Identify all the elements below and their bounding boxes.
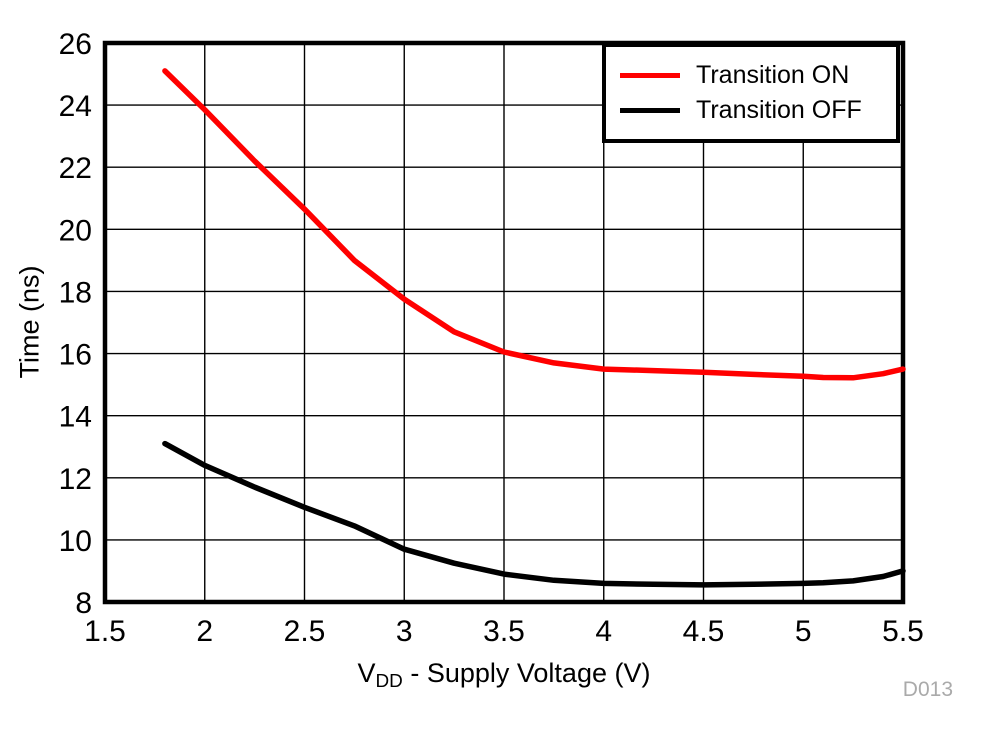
y-tick-label: 18 — [59, 276, 92, 309]
plot-border — [102, 40, 906, 605]
y-tick-label: 26 — [59, 28, 92, 61]
y-tick-label: 14 — [59, 401, 92, 434]
legend-line-sample-off — [620, 108, 680, 113]
x-tick-label: 4.5 — [683, 615, 725, 648]
x-axis-title: VDD - Supply Voltage (V) — [357, 658, 651, 692]
x-axis-title-rest: - Supply Voltage (V) — [402, 658, 651, 688]
x-tick-label: 1.5 — [84, 615, 126, 648]
x-tick-label: 3 — [396, 615, 413, 648]
curve-transition-on — [162, 68, 906, 381]
y-tick-label: 16 — [59, 339, 92, 372]
y-tick-label: 24 — [59, 90, 92, 123]
x-axis-title-subscript: DD — [375, 670, 403, 692]
legend-line-sample-on — [620, 73, 680, 78]
x-tick-label: 5 — [795, 615, 812, 648]
legend-label-on: Transition ON — [696, 61, 850, 89]
x-tick-label: 4 — [595, 615, 612, 648]
x-tick-label: 5.5 — [882, 615, 924, 648]
curve-transition-off — [162, 440, 906, 588]
x-axis-title-symbol: V — [357, 658, 376, 688]
y-tick-label: 12 — [59, 463, 92, 496]
legend-label-off: Transition OFF — [696, 96, 862, 124]
x-tick-label: 2.5 — [284, 615, 326, 648]
y-tick-label: 20 — [59, 214, 92, 247]
y-tick-label: 10 — [59, 525, 92, 558]
y-axis-title: Time (ns) — [14, 265, 45, 379]
legend: Transition ON Transition OFF — [602, 43, 900, 143]
x-tick-label: 2 — [196, 615, 213, 648]
y-tick-label: 8 — [75, 587, 92, 620]
legend-row-transition-off: Transition OFF — [620, 96, 896, 126]
x-tick-label: 3.5 — [483, 615, 525, 648]
plot-id-watermark: D013 — [902, 678, 953, 701]
y-tick-label: 22 — [59, 152, 92, 185]
legend-row-transition-on: Transition ON — [620, 61, 896, 91]
